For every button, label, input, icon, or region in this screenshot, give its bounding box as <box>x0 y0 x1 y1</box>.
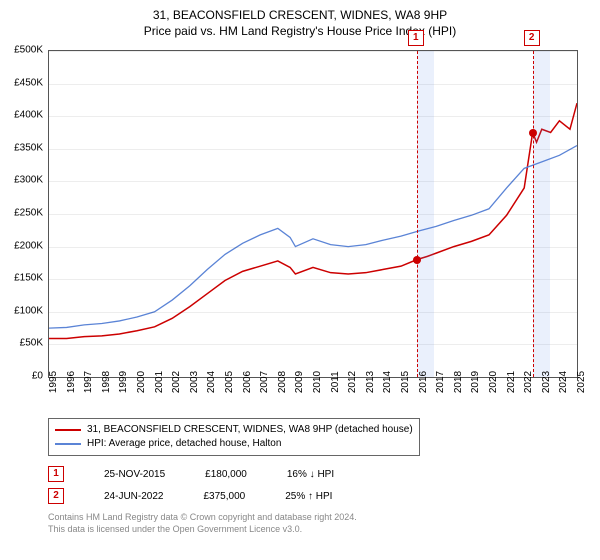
y-tick-label: £100K <box>14 305 43 316</box>
x-tick-label: 2018 <box>453 371 464 393</box>
x-tick-label: 2015 <box>400 371 411 393</box>
title-sub: Price paid vs. HM Land Registry's House … <box>0 24 600 38</box>
legend-box: 31, BEACONSFIELD CRESCENT, WIDNES, WA8 9… <box>48 418 420 456</box>
x-tick-label: 2001 <box>154 371 165 393</box>
x-tick-label: 2013 <box>365 371 376 393</box>
txn-price: £375,000 <box>203 491 245 502</box>
series-line <box>49 103 577 338</box>
marker-badge: 1 <box>48 466 64 482</box>
title-main: 31, BEACONSFIELD CRESCENT, WIDNES, WA8 9… <box>0 8 600 22</box>
legend-swatch <box>55 429 81 431</box>
y-tick-label: £150K <box>14 273 43 284</box>
y-tick-label: £200K <box>14 240 43 251</box>
gridline <box>49 116 577 117</box>
gridline <box>49 51 577 52</box>
sale-vline <box>533 51 534 377</box>
x-tick-label: 2009 <box>294 371 305 393</box>
x-tick-label: 2023 <box>541 371 552 393</box>
transaction-row: 1 25-NOV-2015 £180,000 16% ↓ HPI <box>48 466 578 482</box>
y-tick-label: £0 <box>32 371 43 382</box>
x-tick-label: 2010 <box>312 371 323 393</box>
shaded-band <box>533 51 551 377</box>
chart-container: 31, BEACONSFIELD CRESCENT, WIDNES, WA8 9… <box>0 0 600 560</box>
gridline <box>49 312 577 313</box>
shaded-band <box>417 51 435 377</box>
x-tick-label: 2014 <box>382 371 393 393</box>
x-tick-label: 1996 <box>66 371 77 393</box>
transaction-row: 2 24-JUN-2022 £375,000 25% ↑ HPI <box>48 488 578 504</box>
gridline <box>49 84 577 85</box>
arrow-up-icon: ↑ HPI <box>308 491 332 502</box>
txn-date: 25-NOV-2015 <box>104 469 165 480</box>
x-tick-label: 2016 <box>418 371 429 393</box>
x-tick-label: 1997 <box>83 371 94 393</box>
marker-badge: 1 <box>408 30 424 46</box>
x-tick-label: 2024 <box>558 371 569 393</box>
gridline <box>49 181 577 182</box>
sale-vline <box>417 51 418 377</box>
chart-area: £0£50K£100K£150K£200K£250K£300K£350K£400… <box>48 50 578 378</box>
y-tick-label: £350K <box>14 142 43 153</box>
sale-point <box>529 129 537 137</box>
y-tick-label: £400K <box>14 110 43 121</box>
attribution: Contains HM Land Registry data © Crown c… <box>48 512 578 535</box>
x-tick-label: 2020 <box>488 371 499 393</box>
legend-label: HPI: Average price, detached house, Halt… <box>87 437 281 451</box>
x-tick-label: 2004 <box>206 371 217 393</box>
x-tick-label: 2025 <box>576 371 587 393</box>
title-block: 31, BEACONSFIELD CRESCENT, WIDNES, WA8 9… <box>0 0 600 38</box>
x-tick-label: 1999 <box>118 371 129 393</box>
marker-badge: 2 <box>524 30 540 46</box>
y-tick-label: £50K <box>20 338 43 349</box>
x-tick-label: 2000 <box>136 371 147 393</box>
x-tick-label: 1998 <box>101 371 112 393</box>
x-tick-label: 2012 <box>347 371 358 393</box>
x-tick-label: 2021 <box>506 371 517 393</box>
legend-swatch <box>55 443 81 445</box>
sale-point <box>413 256 421 264</box>
marker-badge: 2 <box>48 488 64 504</box>
legend-row: 31, BEACONSFIELD CRESCENT, WIDNES, WA8 9… <box>55 423 413 437</box>
gridline <box>49 344 577 345</box>
x-tick-label: 2003 <box>189 371 200 393</box>
y-tick-label: £250K <box>14 208 43 219</box>
series-line <box>49 146 577 329</box>
y-tick-label: £500K <box>14 45 43 56</box>
arrow-down-icon: ↓ HPI <box>310 469 334 480</box>
y-tick-label: £450K <box>14 77 43 88</box>
txn-pct: 16% ↓ HPI <box>287 469 334 480</box>
x-tick-label: 2011 <box>330 371 341 393</box>
transaction-table: 1 25-NOV-2015 £180,000 16% ↓ HPI 2 24-JU… <box>48 466 578 504</box>
x-tick-label: 2017 <box>435 371 446 393</box>
x-tick-label: 2002 <box>171 371 182 393</box>
gridline <box>49 247 577 248</box>
x-tick-label: 2019 <box>470 371 481 393</box>
x-tick-label: 2007 <box>259 371 270 393</box>
plot-frame <box>48 50 578 378</box>
legend-label: 31, BEACONSFIELD CRESCENT, WIDNES, WA8 9… <box>87 423 413 437</box>
y-tick-label: £300K <box>14 175 43 186</box>
attribution-line: This data is licensed under the Open Gov… <box>48 524 578 536</box>
x-tick-label: 2005 <box>224 371 235 393</box>
legend-row: HPI: Average price, detached house, Halt… <box>55 437 413 451</box>
attribution-line: Contains HM Land Registry data © Crown c… <box>48 512 578 524</box>
legend-and-footer: 31, BEACONSFIELD CRESCENT, WIDNES, WA8 9… <box>48 418 578 535</box>
txn-date: 24-JUN-2022 <box>104 491 163 502</box>
x-tick-label: 2008 <box>277 371 288 393</box>
gridline <box>49 214 577 215</box>
gridline <box>49 149 577 150</box>
txn-pct: 25% ↑ HPI <box>285 491 332 502</box>
x-tick-label: 2006 <box>242 371 253 393</box>
txn-price: £180,000 <box>205 469 247 480</box>
gridline <box>49 279 577 280</box>
x-tick-label: 2022 <box>523 371 534 393</box>
x-tick-label: 1995 <box>48 371 59 393</box>
